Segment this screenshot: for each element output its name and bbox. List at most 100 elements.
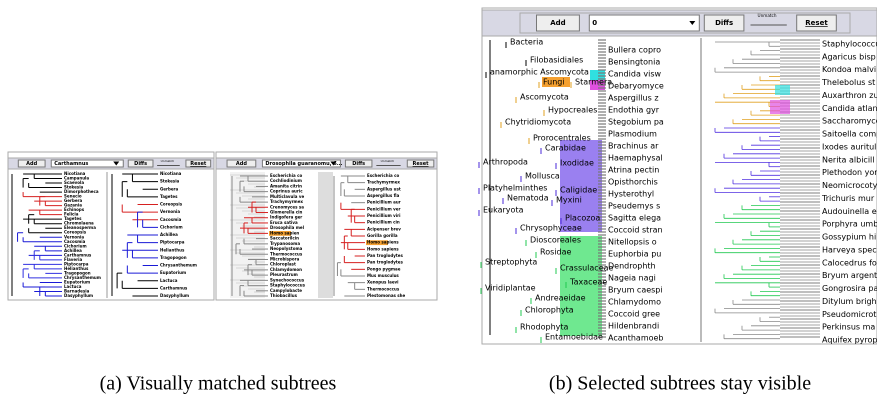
tree-area <box>318 172 333 298</box>
leaf-label: Carthamnus <box>160 285 188 290</box>
leaf-label: Thermococcus <box>367 286 400 291</box>
leaf-label: Dasyphyllum <box>64 293 93 298</box>
button-label: Add <box>26 161 37 167</box>
leaf-label: Atrina pectin <box>608 166 659 175</box>
leaf-label: Nicotiana <box>160 171 182 176</box>
leaf-label: Eupatorium <box>160 270 186 275</box>
leaf-label: Pan troglodytes <box>367 253 403 258</box>
leaf-label: Penicillium cin <box>367 220 400 225</box>
leaf-label: Cacosmia <box>160 217 182 222</box>
leaf-label: Endothia gyr <box>608 106 660 115</box>
taxon-label: Taxaceae <box>569 278 607 287</box>
taxon-label: anamorphic Ascomycota <box>490 68 589 77</box>
leaf-label: Escherichia co <box>367 173 399 178</box>
separator <box>700 38 702 342</box>
leaf-label: Hildenbrandi <box>608 322 659 331</box>
taxon-label: Nematoda <box>507 194 549 203</box>
taxon-label: Rosidae <box>540 248 571 257</box>
leaf-label: Penicillium aur <box>367 200 401 205</box>
leaf-label: Neomicrocoty <box>822 181 877 190</box>
leaf-label: Aspergillus fla <box>367 193 400 198</box>
taxon-label: Bacteria <box>510 38 543 47</box>
taxon-label: Andreaeidae <box>535 294 586 303</box>
leaf-label: Plasmodium <box>608 130 657 139</box>
slider-label: Unmatch <box>758 13 777 18</box>
dropdown-value: 0 <box>592 19 597 27</box>
taxon-label: Arthropoda <box>483 158 528 167</box>
leaf-label: Tagetes <box>160 194 178 199</box>
taxon-label: Ixodidae <box>560 159 594 168</box>
taxon-label: Chrysophyceae <box>520 224 582 233</box>
leaf-label: Piptocarpa <box>160 240 185 245</box>
leaf-label: Achillea <box>160 232 178 237</box>
leaf-label: Tragopogon <box>160 255 187 260</box>
button-label: Reset <box>190 161 207 167</box>
taxon-label: Eukaryota <box>483 206 524 215</box>
leaf-label: Agaricus bisp <box>822 52 876 61</box>
leaf-label: Pseudemys s <box>608 202 660 211</box>
leaf-label: Aquifex pyrop <box>822 336 877 345</box>
leaf-label: Ditylum brigh <box>822 297 877 306</box>
leaf-label: Bryum argent <box>822 271 877 280</box>
taxon-label: Streptophyta <box>485 258 537 267</box>
leaf-label: Saitoella comp <box>822 130 877 139</box>
taxon-label: Crassulaceae <box>560 264 614 273</box>
button-label: Reset <box>805 19 828 27</box>
leaf-label: Coreopsis <box>160 202 183 207</box>
leaf-label: Penicillium ver <box>367 206 400 211</box>
leaf-label: Saccharomyce <box>822 117 877 126</box>
caption: (b) Selected subtrees stay visible <box>549 373 811 395</box>
leaf-label: Ixodes auritul <box>822 142 876 151</box>
slider-label: Unmatch <box>381 159 395 163</box>
leaf-label: Xenopus laevi <box>367 280 399 285</box>
leaf-label: Harveya speci <box>822 245 877 254</box>
taxon-label: Viridiplantae <box>485 284 536 293</box>
leaf-label: Brachinus ar <box>608 142 659 151</box>
button-label: Diffs <box>352 161 365 167</box>
dropdown[interactable] <box>589 15 699 31</box>
leaf-label: Acipenser brev <box>367 226 401 231</box>
leaf-label: Homo sapiens <box>367 240 399 245</box>
leaf-label: Gongrosira pa <box>822 284 877 293</box>
leaf-label: Gossypium hi <box>822 233 876 242</box>
leaf-label: Euphorbia pu <box>608 250 661 259</box>
taxon-label: Prorocentrales <box>533 134 591 143</box>
leaf-label: Bullera copro <box>608 46 661 55</box>
button-label: Add <box>550 19 565 27</box>
leaf-label: Aspergillus ust <box>367 186 401 191</box>
leaf-label: Bryum caespi <box>608 286 663 295</box>
leaf-label: Staphylococcu <box>822 40 877 49</box>
leaf-label: Chlamydomo <box>608 298 661 307</box>
taxon-label: Fungi <box>543 78 565 87</box>
taxon-label: Ascomycota <box>520 93 569 102</box>
leaf-label: Homo sapiens <box>367 246 399 251</box>
leaf-label: Lactuca <box>160 278 178 283</box>
leaf-label: Penicillium viri <box>367 213 401 218</box>
taxon-label: Placozoa <box>565 214 600 223</box>
taxon-label: Mollusca <box>525 172 560 181</box>
taxon-label: Caligidae <box>560 186 597 195</box>
leaf-label: Acanthamoeb <box>608 334 664 343</box>
button-label: Diffs <box>715 19 733 27</box>
leaf-label: Mus musculus <box>367 273 399 278</box>
leaf-label: Plestomonas she <box>367 293 406 298</box>
dropdown-value: Carthamnus <box>54 161 88 167</box>
leaf-label: Candida visw <box>608 70 662 79</box>
leaf-label: Candida atlan <box>822 104 877 113</box>
leaf-label: Dasyphyllum <box>160 293 189 298</box>
leaf-label: Nerita albicill <box>822 155 875 164</box>
taxon-label: Dioscoreales <box>530 236 581 245</box>
leaf-label: Coccoid gree <box>608 310 660 319</box>
taxon-label: Carabidae <box>545 144 586 153</box>
leaf-label: Coccoid stran <box>608 226 663 235</box>
highlight <box>775 85 790 95</box>
leaf-label: Bensingtonia <box>608 58 660 67</box>
taxon-label: Starmera <box>575 78 612 87</box>
leaf-label: Nitellopsis o <box>608 238 657 247</box>
taxon-label: Filobasidiales <box>530 56 583 65</box>
leaf-label: Perkinsus ma <box>822 323 875 332</box>
leaf-label: Kondoa malvi <box>822 65 876 74</box>
leaf-label: Dendrophth <box>608 262 656 271</box>
leaf-label: Trachymyrmex <box>367 180 400 185</box>
taxon-label: Hypocreales <box>548 106 597 115</box>
